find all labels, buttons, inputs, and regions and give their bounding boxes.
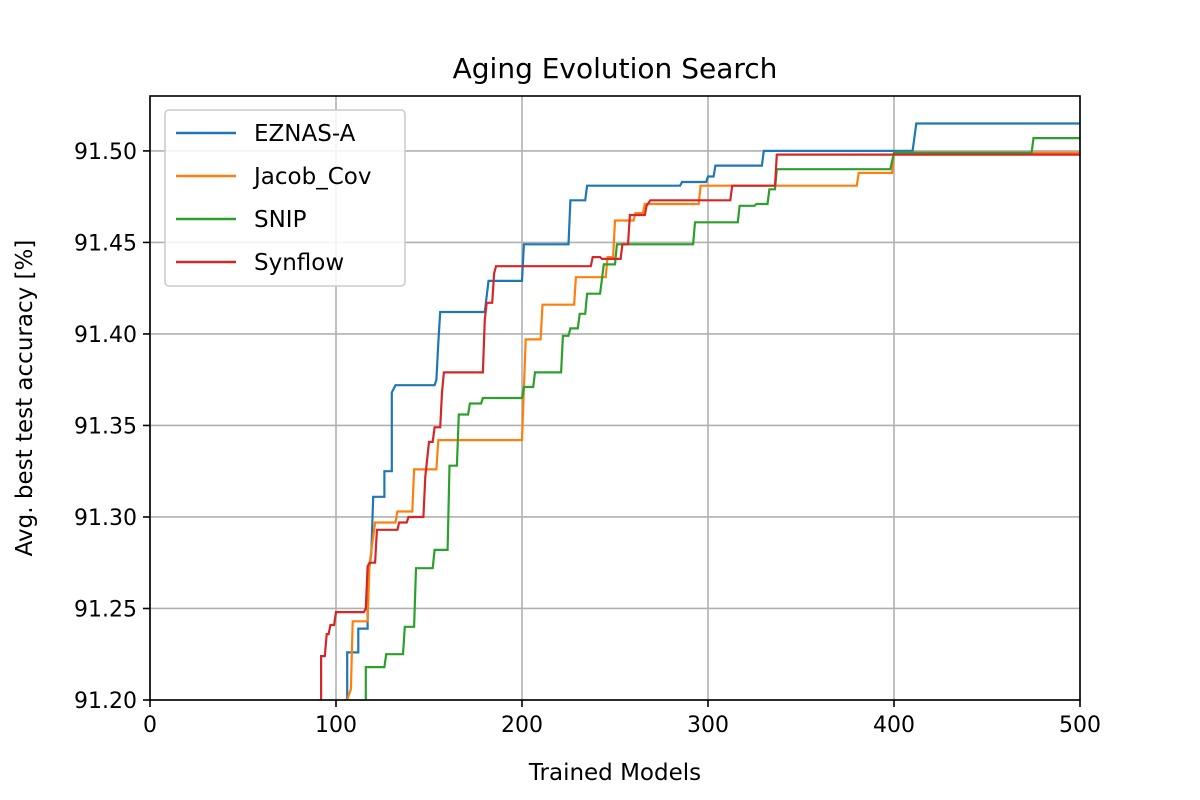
y-tick-label: 91.30 — [74, 506, 137, 531]
x-tick-label: 500 — [1059, 713, 1101, 738]
series-line-jacob-cov — [346, 151, 1080, 700]
legend: EZNAS-A Jacob_Cov SNIP Synflow — [164, 109, 406, 287]
x-axis-label: Trained Models — [528, 760, 701, 786]
series-line-synflow — [320, 153, 1080, 700]
x-tick-label: 400 — [873, 713, 915, 738]
chart-title: Aging Evolution Search — [453, 52, 778, 85]
y-tick-label: 91.25 — [74, 597, 137, 622]
y-tick-label: 91.40 — [74, 323, 137, 348]
legend-label-synflow: Synflow — [254, 250, 344, 276]
y-tick-label: 91.35 — [74, 414, 137, 439]
plot-frame — [149, 95, 1081, 701]
x-axis-ticks: 0 100 200 300 400 500 — [143, 700, 1101, 738]
x-tick-label: 100 — [315, 713, 357, 738]
y-axis-label: Avg. best test accuracy [%] — [12, 240, 38, 557]
x-tick-label: 200 — [501, 713, 543, 738]
y-axis-ticks: 91.20 91.25 91.30 91.35 91.40 91.45 91.50 — [74, 140, 150, 714]
y-tick-label: 91.50 — [74, 140, 137, 165]
legend-label-jacob-cov: Jacob_Cov — [252, 164, 371, 190]
legend-label-eznas-a: EZNAS-A — [254, 121, 356, 147]
y-tick-label: 91.20 — [74, 689, 137, 714]
series-lines — [320, 122, 1080, 700]
legend-box — [164, 109, 406, 287]
series-line-snip — [364, 137, 1080, 700]
x-tick-label: 0 — [143, 713, 157, 738]
y-tick-label: 91.45 — [74, 231, 137, 256]
x-tick-label: 300 — [687, 713, 729, 738]
legend-label-snip: SNIP — [254, 207, 307, 233]
